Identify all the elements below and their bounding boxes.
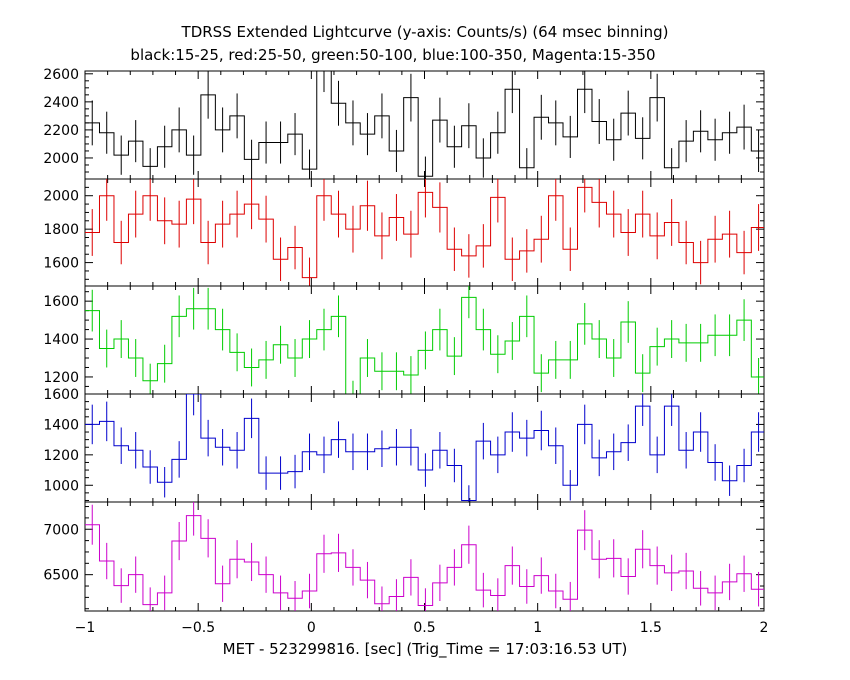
y-tick-label: 1400 [43, 417, 79, 433]
panel-4: 1000 1200 1400 1600 [43, 387, 765, 503]
series-1 [85, 71, 764, 179]
panel-frame [84, 70, 765, 180]
x-tick-label: 0 [307, 620, 316, 636]
series-line [85, 394, 764, 501]
y-tick-label: 2600 [43, 67, 79, 83]
x-tick-label: 2 [760, 620, 769, 636]
panel-frame [84, 285, 765, 395]
series-2 [85, 179, 764, 286]
panel-frame [84, 178, 765, 287]
x-tick-label: 1 [533, 620, 542, 636]
y-tick-label: 1600 [43, 294, 79, 310]
panel-2: 1600 1800 2000 [43, 178, 765, 287]
y-tick-label: 1600 [43, 256, 79, 272]
series-line [85, 71, 764, 177]
panel-5: 6500 7000 [43, 501, 765, 612]
y-tick-label: 2000 [43, 189, 79, 205]
y-tick-label: 1400 [43, 332, 79, 348]
y-tick-label: 6500 [43, 568, 79, 584]
chart-title: TDRSS Extended Lightcurve (y-axis: Count… [181, 23, 669, 41]
y-tick-label: 1200 [43, 448, 79, 464]
y-tick-label: 1800 [43, 222, 79, 238]
chart-subtitle: black:15-25, red:25-50, green:50-100, bl… [130, 46, 655, 64]
y-tick-label: 1600 [43, 387, 79, 403]
x-axis-label: MET - 523299816. [sec] (Trig_Time = 17:0… [223, 640, 628, 659]
y-tick-label: 1200 [43, 370, 79, 386]
y-tick-label: 2200 [43, 123, 79, 139]
y-tick-label: 7000 [43, 522, 79, 538]
series-5 [85, 502, 764, 611]
y-tick-label: 2400 [43, 95, 79, 111]
x-tick-label: 0.5 [413, 620, 435, 636]
x-tick-label: −1 [75, 620, 96, 636]
y-tick-label: 1000 [43, 478, 79, 494]
series-3 [85, 286, 764, 394]
panel-1: 2000 2200 2400 2600 [43, 67, 765, 180]
panel-3: 1200 1400 1600 [43, 285, 765, 395]
panels-group: 2000 2200 2400 2600 1600 1800 2000 1200 1400 1600… [43, 67, 765, 612]
series-line [85, 296, 764, 394]
series-4 [85, 394, 764, 502]
x-tick-label: 1.5 [640, 620, 662, 636]
x-axis: −1 −0.5 0 0.5 1 1.5 2 [75, 620, 769, 636]
x-tick-label: −0.5 [181, 620, 215, 636]
y-tick-label: 2000 [43, 151, 79, 167]
